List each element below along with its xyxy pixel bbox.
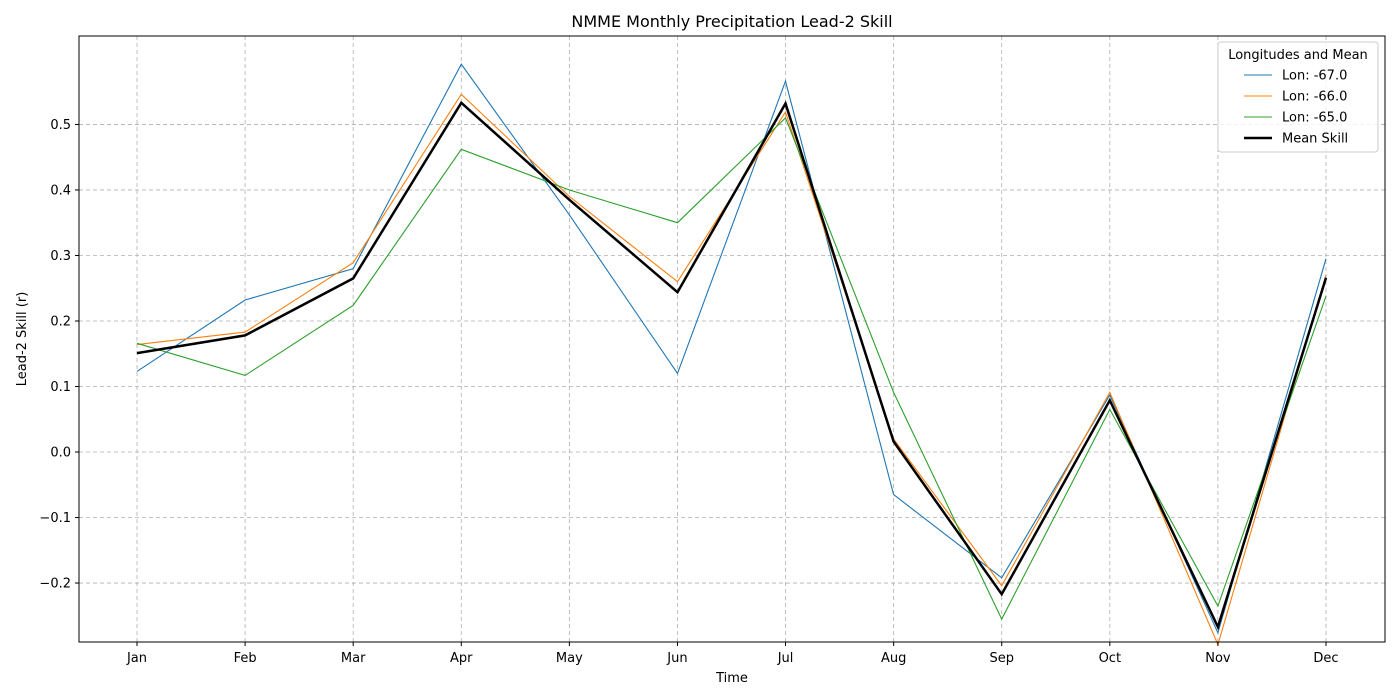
x-tick-label: Dec (1313, 651, 1338, 666)
x-tick-label: Oct (1099, 651, 1121, 666)
x-tick-label: May (556, 651, 583, 666)
legend-box (1217, 41, 1379, 153)
y-tick-label: 0.5 (50, 118, 71, 133)
chart-title: NMME Monthly Precipitation Lead-2 Skill (571, 12, 892, 31)
series-line-4 (136, 100, 1328, 631)
legend-label-4: Mean Skill (1282, 132, 1348, 147)
x-tick-label: Aug (881, 651, 906, 666)
y-axis-ticks: −0.2 −0.1 0.0 0.1 0.2 0.3 0.4 0.5 (39, 118, 79, 592)
legend-label-3: Lon: -65.0 (1282, 111, 1347, 126)
x-tick-label: Sep (989, 651, 1014, 666)
y-tick-label: −0.2 (39, 577, 71, 592)
series-line-3 (136, 116, 1327, 621)
x-axis-title: Time (715, 671, 748, 686)
x-tick-label: Mar (341, 651, 366, 666)
y-tick-label: 0.3 (50, 249, 71, 264)
x-tick-label: Jul (777, 651, 794, 666)
legend-title: Longitudes and Mean (1228, 48, 1368, 63)
x-tick-label: Nov (1205, 651, 1231, 666)
series-lines (136, 63, 1328, 647)
x-tick-label: Jun (666, 651, 687, 666)
y-tick-label: 0.1 (50, 380, 71, 395)
plot-frame (78, 35, 1386, 643)
x-tick-label: Feb (234, 651, 257, 666)
y-tick-label: 0.4 (50, 183, 71, 198)
x-tick-label: Jan (126, 651, 147, 666)
legend-label-2: Lon: -66.0 (1282, 90, 1347, 105)
y-tick-label: −0.1 (39, 511, 71, 526)
x-axis-ticks: Jan Feb Mar Apr May Jun Jul Aug Sep Oct Nov Dec (126, 642, 1339, 666)
y-axis-title: Lead-2 Skill (r) (15, 292, 30, 387)
legend-entries: Lon: -67.0 Lon: -66.0 Lon: -65.0 Mean Skill (1244, 69, 1348, 147)
y-tick-label: 0.2 (50, 314, 71, 329)
legend: Longitudes and Mean Lon: -67.0 Lon: -66.0… (1217, 41, 1379, 153)
x-tick-label: Apr (450, 651, 473, 666)
legend-label-1: Lon: -67.0 (1282, 69, 1347, 84)
y-tick-label: 0.0 (50, 446, 71, 461)
